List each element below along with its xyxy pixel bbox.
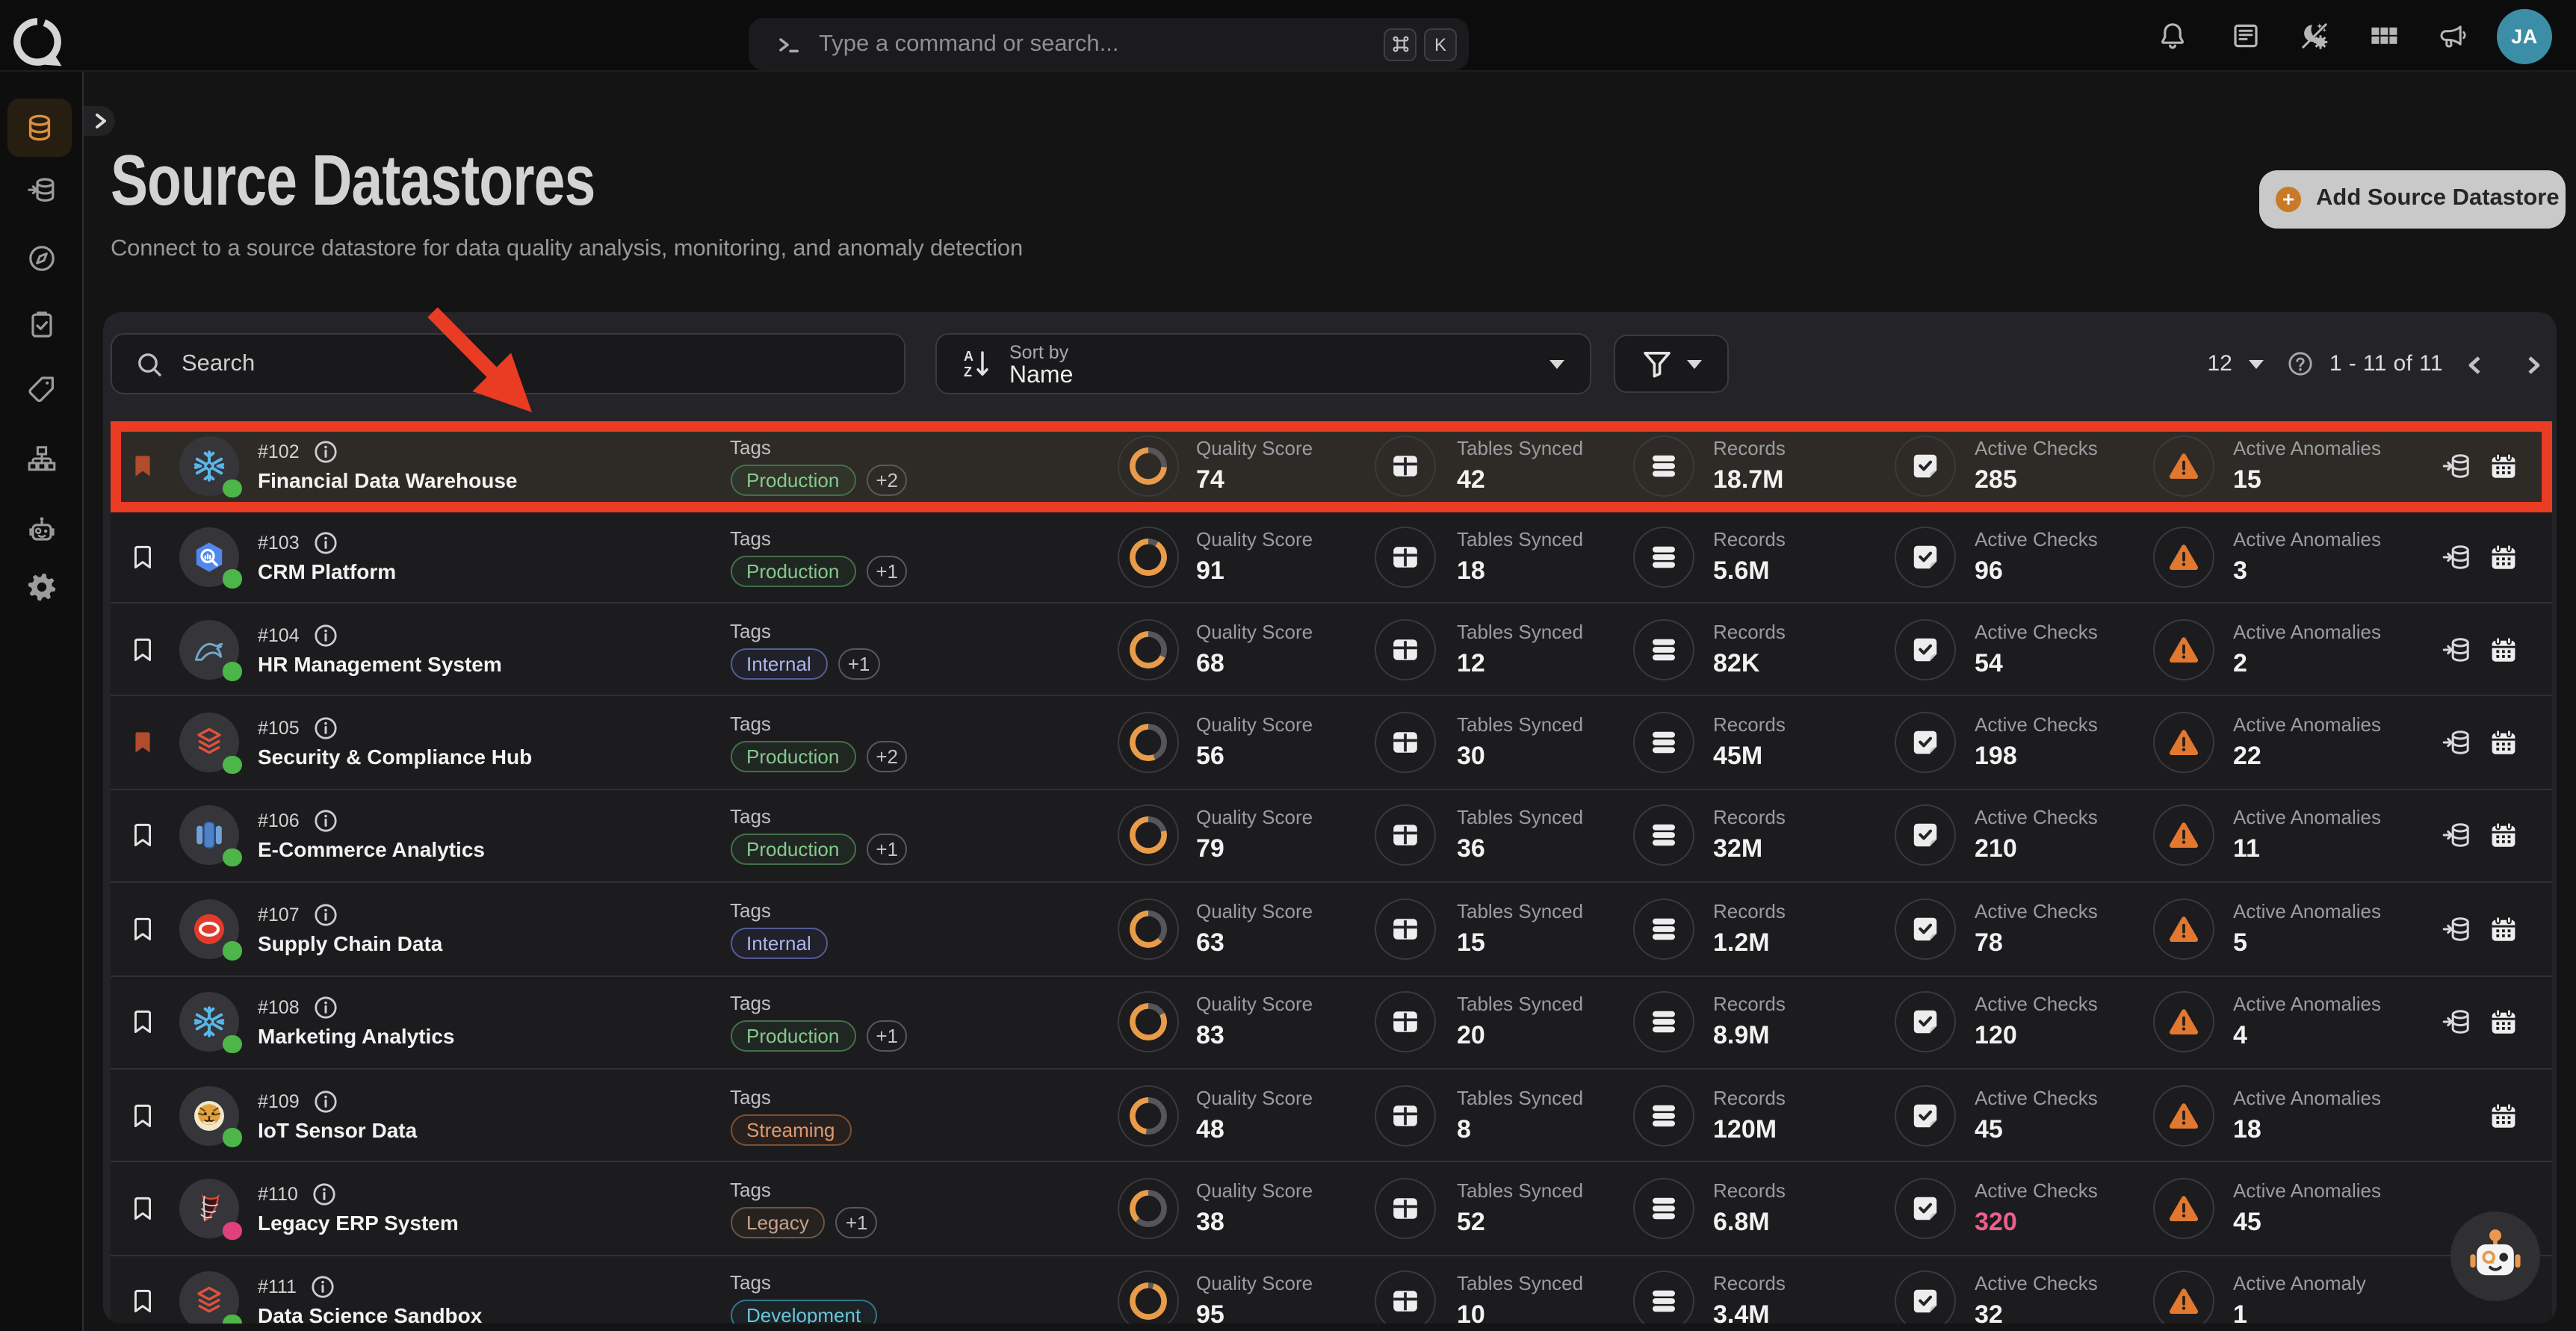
svg-text:A: A [963,349,973,364]
svg-text:Z: Z [963,364,971,379]
